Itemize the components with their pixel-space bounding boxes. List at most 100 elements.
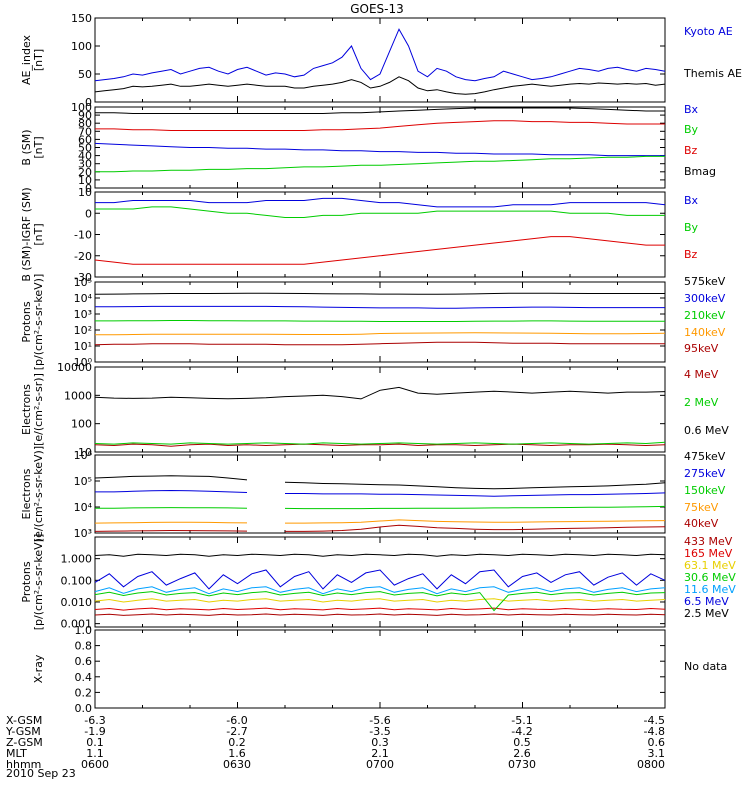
legend-entry: 40keV [684, 517, 719, 530]
axis-row-value: -6.0 [226, 714, 247, 727]
y-tick-label: 0 [85, 207, 92, 220]
y-axis-label: [e/(cm²-s-sr-keV)] [32, 446, 45, 542]
series-line [95, 320, 665, 322]
axis-row-value: 0.1 [86, 736, 104, 749]
y-tick-label: 0.001 [61, 618, 93, 631]
legend-entry: 210keV [684, 309, 726, 322]
legend-entry: 575keV [684, 275, 726, 288]
series-line [94, 591, 666, 612]
axis-row-value: -4.2 [511, 725, 532, 738]
series-line [95, 120, 665, 131]
axis-row-value: 0630 [223, 758, 251, 771]
y-tick-label: 10¹ [74, 340, 92, 353]
axis-row-value: -1.9 [84, 725, 105, 738]
y-axis-label: X-ray [32, 654, 45, 683]
axis-row-value: 0.6 [648, 736, 666, 749]
y-tick-label: 10 [78, 446, 92, 459]
series-line [94, 443, 666, 447]
series-line [94, 76, 666, 95]
series-line [94, 386, 666, 400]
axis-row-value: 2.6 [513, 747, 531, 760]
y-tick-label: 1.0 [75, 624, 93, 637]
axis-row-label: Z-GSM [6, 736, 43, 749]
series-line [94, 553, 666, 557]
legend-entry: Bmag [684, 165, 716, 178]
axis-row-label: MLT [6, 747, 27, 760]
series-line [94, 236, 665, 265]
axis-row-value: 0800 [637, 758, 665, 771]
y-axis-label: Protons [20, 561, 33, 602]
legend-entry: 6.5 MeV [684, 595, 729, 608]
y-tick-label: 20 [78, 166, 92, 179]
series-line [94, 586, 666, 595]
y-axis-label: [e/(cm²-s-sr)] [32, 373, 45, 446]
axis-row-value: -4.5 [644, 714, 665, 727]
axis-row-value: 0.3 [371, 736, 389, 749]
series-line [94, 519, 666, 524]
y-tick-label: 0 [85, 96, 92, 109]
y-tick-label: -10 [74, 229, 92, 242]
legend-entry: 150keV [684, 484, 726, 497]
series-line [94, 341, 665, 346]
legend-entry: 63.1 MeV [684, 559, 736, 572]
y-tick-label: 10 [78, 174, 92, 187]
legend-entry: By [684, 123, 699, 136]
y-axis-label: Protons [20, 301, 33, 342]
y-tick-label: 1.000 [61, 553, 93, 566]
axis-row-value: 0600 [81, 758, 109, 771]
panel-8: 0.0 0.2 0.4 0.6 0.8 1.0 X-ray No data [32, 624, 727, 715]
legend-entry: By [684, 221, 699, 234]
y-tick-label: 1000 [64, 389, 92, 402]
y-tick-label: 10² [74, 324, 92, 337]
axis-row-value: 0.5 [513, 736, 531, 749]
axis-row-label: X-GSM [6, 714, 42, 727]
axis-row-value: -3.5 [369, 725, 390, 738]
legend-entry: 4 MeV [684, 368, 719, 381]
y-tick-label: 10⁴ [74, 501, 93, 514]
y-axis-label: [nT] [32, 223, 45, 245]
legend-entry: Bz [684, 248, 698, 261]
y-tick-label: 100 [71, 418, 92, 431]
legend-entry: 140keV [684, 326, 726, 339]
y-tick-label: 0 [85, 182, 92, 195]
legend-entry: 2 MeV [684, 396, 719, 409]
legend-entry: 30.6 MeV [684, 571, 736, 584]
y-tick-label: 70 [78, 125, 92, 138]
axis-row-value: 1.1 [86, 747, 104, 760]
axis-row-value: 2.1 [371, 747, 389, 760]
y-axis-label: [nT] [32, 49, 45, 71]
series-line [94, 607, 666, 611]
panel-frame [94, 366, 666, 453]
y-tick-label: 80 [78, 117, 92, 130]
date-label: 2010 Sep 23 [6, 767, 76, 780]
y-tick-label: 10⁵ [74, 276, 92, 289]
panel-5: 10 100 1000 10000 Electrons [e/(cm²-s-sr)] 4 M… [20, 361, 729, 459]
series-line [95, 305, 665, 309]
panel-6: 10³ 10⁴ 10⁵ 10⁶ Electrons [e/(cm²-s-sr-keV)] 4… [20, 446, 726, 542]
legend-entry: Themis AE [683, 67, 742, 80]
no-data-note: No data [684, 660, 727, 673]
axis-row-value: 0730 [508, 758, 536, 771]
legend-entry: Bz [684, 144, 698, 157]
y-tick-label: 10³ [74, 527, 92, 540]
axis-row-label: Y-GSM [5, 725, 41, 738]
y-tick-label: 50 [78, 142, 92, 155]
y-tick-label: 10000 [57, 361, 92, 374]
axis-row-value: -5.6 [369, 714, 390, 727]
legend-entry: 11.6 MeV [684, 583, 736, 596]
y-axis-label: Electrons [20, 384, 33, 435]
y-tick-label: 100 [71, 40, 92, 53]
time-axis-rows: X-GSM -6.3 -6.0 -5.6 -5.1 -4.5 Y-GSM -1.9 -2.7 -3… [5, 714, 665, 771]
legend-entry: Kyoto AE [684, 25, 733, 38]
axis-row-value: 0.2 [228, 736, 246, 749]
axis-row-value: 0700 [366, 758, 394, 771]
y-tick-label: 10⁰ [74, 356, 93, 369]
y-tick-label: 90 [78, 109, 92, 122]
series-line [95, 332, 666, 336]
y-tick-label: 30 [78, 158, 92, 171]
axis-row-value: -2.7 [226, 725, 247, 738]
y-axis-label: [nT] [32, 136, 45, 158]
